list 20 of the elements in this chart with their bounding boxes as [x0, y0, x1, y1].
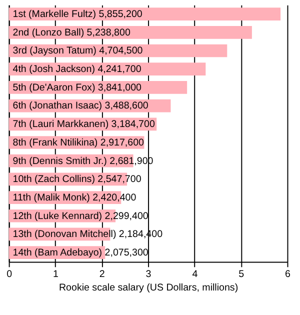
y-tick-label: 8th (Frank Ntilikina) 2,917,600 — [12, 137, 145, 148]
x-tick-label: 0 — [6, 268, 13, 280]
x-axis-title: Rookie scale salary (US Dollars, millions) — [58, 282, 238, 294]
y-tick-label: 4th (Josh Jackson) 4,241,700 — [12, 64, 142, 76]
x-tick-label: 2 — [99, 268, 105, 280]
y-tick-label: 14th (Bam Adebayo) 2,075,300 — [12, 248, 149, 259]
x-tick-label: 1 — [52, 268, 58, 280]
y-tick-label: 7th (Lauri Markkanen) 3,184,700 — [12, 119, 156, 130]
y-tick-label: 5th (De'Aaron Fox) 3,841,000 — [12, 82, 142, 94]
y-tick-label: 10th (Zach Collins) 2,547,700 — [12, 174, 142, 186]
y-tick-label: 11th (Malik Monk) 2,420,400 — [12, 192, 137, 204]
y-tick-label: 3rd (Jayson Tatum) 4,704,500 — [12, 46, 144, 57]
x-tick-label: 3 — [146, 268, 152, 280]
y-tick-label: 2nd (Lonzo Ball) 5,238,800 — [12, 27, 131, 38]
y-tick-label: 6th (Jonathan Isaac) 3,488,600 — [12, 100, 149, 112]
x-tick-label: 5 — [238, 268, 245, 280]
x-tick-label: 4 — [192, 268, 198, 280]
y-tick-label: 1st (Markelle Fultz) 5,855,200 — [12, 9, 143, 20]
x-tick-label: 6 — [285, 268, 292, 280]
y-tick-label: 12th (Luke Kennard) 2,299,400 — [12, 210, 149, 222]
